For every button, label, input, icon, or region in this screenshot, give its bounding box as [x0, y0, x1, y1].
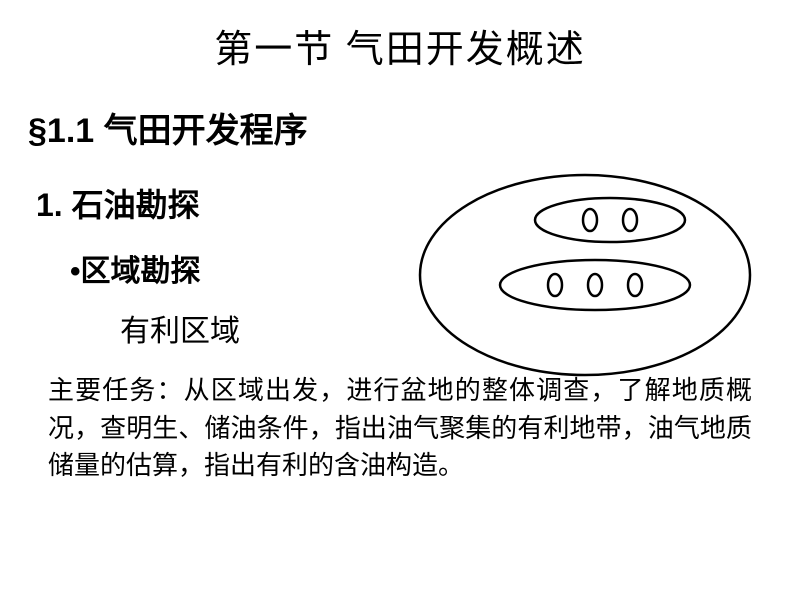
section-label: 气田开发程序 [104, 112, 308, 150]
well-bottom-0 [548, 274, 562, 296]
subheading-label: 石油勘探 [72, 187, 200, 223]
bullet-label: 区域勘探 [81, 255, 201, 288]
well-top-0 [583, 209, 597, 231]
well-bottom-1 [588, 274, 602, 296]
pod-bottom [500, 260, 690, 310]
well-bottom-2 [628, 274, 642, 296]
page-title: 第一节 气田开发概述 [0, 0, 800, 73]
basin-diagram [400, 150, 770, 390]
pod-top [535, 198, 685, 242]
subheading-number: 1. [36, 187, 63, 223]
outer-basin [420, 175, 750, 375]
section-prefix: §1.1 [28, 112, 94, 150]
section-heading: §1.1 气田开发程序 [28, 103, 800, 152]
well-top-1 [623, 209, 637, 231]
bullet-marker: • [70, 255, 81, 288]
